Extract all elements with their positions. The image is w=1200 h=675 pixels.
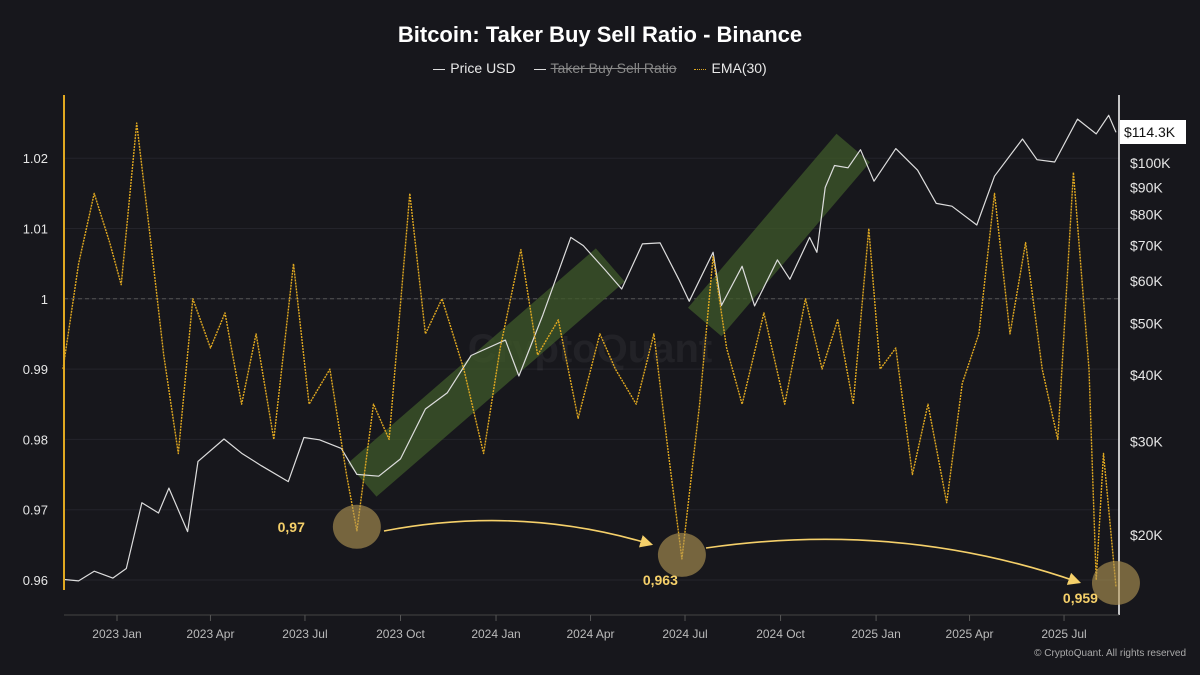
chart-title: Bitcoin: Taker Buy Sell Ratio - Binance xyxy=(397,22,803,47)
annotation-label: 0,959 xyxy=(1063,590,1098,606)
x-tick-label: 2024 Jan xyxy=(471,627,520,641)
x-tick-label: 2024 Oct xyxy=(756,627,805,641)
y-tick-label: 1.01 xyxy=(23,222,48,237)
x-tick-label: 2024 Jul xyxy=(662,627,707,641)
y-tick-label: 0.97 xyxy=(23,503,48,518)
y2-tick-label: $100K xyxy=(1130,155,1171,171)
arrow xyxy=(705,538,1082,585)
x-tick-label: 2025 Apr xyxy=(946,627,994,641)
legend-label: EMA(30) xyxy=(711,60,767,76)
legend-swatch xyxy=(533,68,546,70)
legend-label: Price USD xyxy=(450,60,516,76)
y-tick-label: 1.02 xyxy=(23,151,48,166)
legend-item-ema[interactable]: EMA(30) xyxy=(694,60,767,76)
legend-item-price[interactable]: Price USD xyxy=(433,60,516,76)
y-tick-label: 0.96 xyxy=(23,573,48,588)
x-tick-label: 2023 Apr xyxy=(186,627,234,641)
x-tick-label: 2025 Jan xyxy=(851,627,900,641)
x-tick-label: 2023 Oct xyxy=(376,627,425,641)
y-tick-label: 0.99 xyxy=(23,362,48,377)
arrow xyxy=(383,519,654,548)
copyright: © CryptoQuant. All rights reserved xyxy=(1034,648,1186,659)
annotation-circle xyxy=(332,504,381,549)
y-tick-label: 0.98 xyxy=(23,432,48,447)
annotation-label: 0,97 xyxy=(278,519,305,535)
legend: Price USD Taker Buy Sell Ratio EMA(30) xyxy=(0,60,1200,76)
legend-item-ratio[interactable]: Taker Buy Sell Ratio xyxy=(533,60,677,76)
current-price-label: $114.3K xyxy=(1124,124,1176,140)
legend-swatch xyxy=(433,68,446,70)
y-tick-label: 1 xyxy=(41,292,48,307)
trend-band xyxy=(688,133,870,337)
annotation-label: 0,963 xyxy=(643,572,678,588)
y2-tick-label: $80K xyxy=(1130,207,1163,223)
x-tick-label: 2023 Jul xyxy=(282,627,327,641)
y2-tick-label: $30K xyxy=(1130,433,1163,449)
x-tick-label: 2024 Apr xyxy=(566,627,614,641)
x-tick-label: 2025 Jul xyxy=(1041,627,1086,641)
annotation-circle xyxy=(1091,561,1140,606)
y2-tick-label: $90K xyxy=(1130,179,1163,195)
annotation-circle xyxy=(657,532,706,577)
current-price-box xyxy=(1120,120,1186,144)
legend-swatch xyxy=(694,68,707,70)
y2-tick-label: $50K xyxy=(1130,315,1163,331)
legend-label: Taker Buy Sell Ratio xyxy=(550,60,677,76)
y2-tick-label: $60K xyxy=(1130,273,1163,289)
y2-tick-label: $40K xyxy=(1130,367,1163,383)
y2-tick-label: $70K xyxy=(1130,238,1163,254)
price-line xyxy=(62,114,1117,582)
x-tick-label: 2023 Jan xyxy=(92,627,141,641)
y2-tick-label: $20K xyxy=(1130,527,1163,543)
ema-line xyxy=(62,122,1117,588)
trend-band xyxy=(347,248,625,497)
